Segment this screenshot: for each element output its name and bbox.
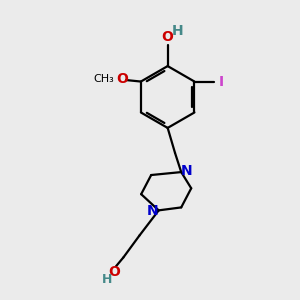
- Text: N: N: [146, 204, 158, 218]
- Text: N: N: [181, 164, 192, 178]
- Text: O: O: [109, 265, 121, 279]
- Text: O: O: [116, 72, 128, 86]
- Text: H: H: [172, 24, 184, 38]
- Text: I: I: [218, 74, 224, 88]
- Text: H: H: [101, 273, 112, 286]
- Text: O: O: [162, 30, 174, 44]
- Text: CH₃: CH₃: [93, 74, 114, 84]
